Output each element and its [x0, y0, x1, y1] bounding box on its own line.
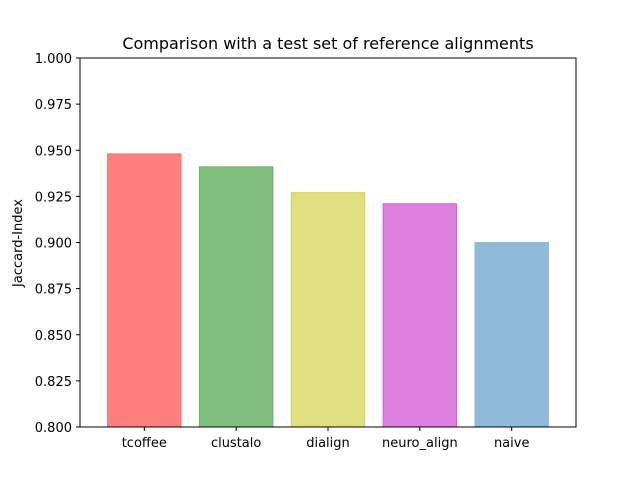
bar-dialign — [290, 192, 366, 428]
x-tick-label: clustalo — [211, 436, 261, 451]
bar-clustalo — [198, 166, 274, 428]
y-tick-label: 0.850 — [35, 329, 72, 344]
x-tick-label: tcoffee — [122, 436, 167, 451]
y-tick-label: 0.950 — [35, 144, 72, 159]
y-tick-label: 0.875 — [35, 283, 72, 298]
bar-neuro-align — [382, 203, 458, 428]
y-tick-label: 1.000 — [35, 52, 72, 67]
x-tick-label: neuro_align — [382, 436, 458, 451]
axes: 0.800 0.825 0.850 0.875 0.900 0.925 0.950 0.975… — [35, 52, 577, 451]
chart-title: Comparison with a test set of reference … — [122, 34, 533, 53]
y-tick-label: 0.900 — [35, 237, 72, 252]
x-tick-label: dialign — [306, 436, 350, 451]
y-tick-label: 0.925 — [35, 190, 72, 205]
x-tick-label: naive — [494, 436, 530, 451]
y-tick-label: 0.975 — [35, 98, 72, 113]
bar-tcoffee — [107, 153, 182, 428]
bar-naive — [474, 242, 549, 428]
y-tick-label: 0.825 — [35, 375, 72, 390]
y-tick-label: 0.800 — [35, 421, 72, 436]
bars — [107, 153, 549, 428]
y-axis-label: Jaccard-Index — [11, 199, 26, 288]
